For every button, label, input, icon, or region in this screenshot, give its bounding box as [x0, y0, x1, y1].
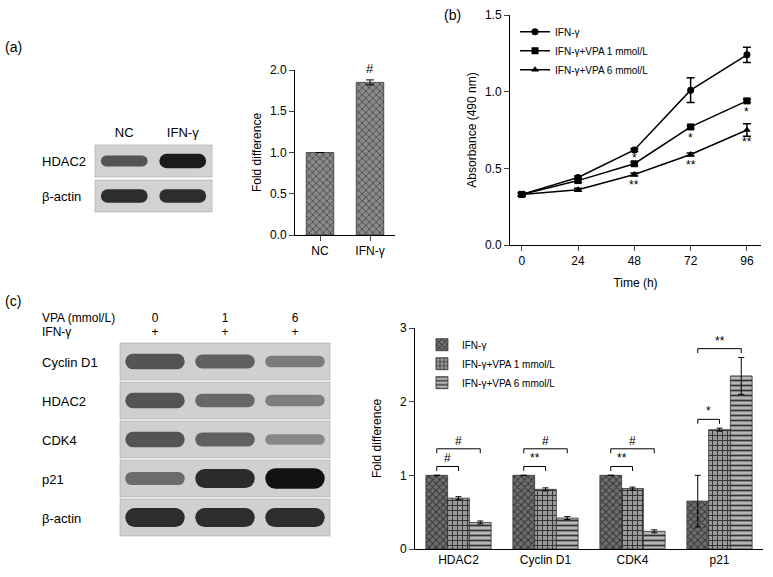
svg-text:**: **	[715, 334, 725, 348]
svg-text:NC: NC	[311, 244, 329, 258]
svg-text:*: *	[744, 105, 749, 119]
svg-text:2.0: 2.0	[270, 63, 287, 77]
svg-text:1: 1	[222, 311, 229, 325]
svg-text:Fold difference: Fold difference	[250, 113, 264, 192]
svg-text:24: 24	[571, 254, 585, 268]
svg-text:#: #	[542, 434, 549, 448]
svg-text:IFN-γ: IFN-γ	[42, 325, 71, 339]
svg-text:IFN-γ+VPA 6 mmol/L: IFN-γ+VPA 6 mmol/L	[462, 378, 555, 389]
svg-text:Cyclin D1: Cyclin D1	[42, 355, 98, 370]
svg-text:**: **	[617, 451, 627, 465]
svg-text:+: +	[221, 325, 228, 339]
svg-text:96: 96	[740, 254, 754, 268]
svg-text:CDK4: CDK4	[42, 433, 77, 448]
svg-text:1.0: 1.0	[485, 85, 502, 99]
svg-text:72: 72	[684, 254, 698, 268]
svg-text:IFN-γ: IFN-γ	[355, 244, 384, 258]
svg-text:0: 0	[400, 542, 407, 556]
svg-text:Time (h): Time (h)	[613, 276, 657, 290]
svg-text:1.0: 1.0	[270, 146, 287, 160]
svg-text:IFN-γ: IFN-γ	[462, 340, 486, 351]
svg-text:*: *	[632, 151, 637, 165]
svg-text:Cyclin D1: Cyclin D1	[520, 553, 572, 567]
svg-text:#: #	[455, 434, 462, 448]
svg-text:+: +	[291, 325, 298, 339]
svg-text:p21: p21	[42, 472, 64, 487]
svg-text:0: 0	[518, 254, 525, 268]
svg-text:**: **	[530, 451, 540, 465]
svg-text:**: **	[686, 158, 696, 172]
svg-text:**: **	[629, 178, 639, 192]
svg-text:p21: p21	[709, 553, 729, 567]
svg-text:IFN-γ+VPA 1 mmol/L: IFN-γ+VPA 1 mmol/L	[462, 359, 555, 370]
svg-text:Absorbance (490 nm): Absorbance (490 nm)	[465, 72, 479, 187]
svg-text:(c): (c)	[5, 293, 21, 309]
svg-text:Fold difference: Fold difference	[370, 399, 384, 478]
svg-text:**: **	[742, 135, 752, 149]
svg-text:HDAC2: HDAC2	[42, 154, 86, 169]
svg-text:3: 3	[400, 321, 407, 335]
svg-text:#: #	[444, 451, 451, 465]
svg-text:0.0: 0.0	[270, 228, 287, 242]
svg-text:CDK4: CDK4	[616, 553, 648, 567]
svg-text:NC: NC	[115, 125, 134, 140]
svg-text:IFN-γ+VPA 6 mmol/L: IFN-γ+VPA 6 mmol/L	[555, 65, 648, 76]
svg-text:IFN-γ: IFN-γ	[167, 125, 199, 140]
svg-text:HDAC2: HDAC2	[42, 394, 86, 409]
svg-text:1: 1	[400, 469, 407, 483]
svg-text:0: 0	[152, 311, 159, 325]
svg-text:β-actin: β-actin	[42, 511, 81, 526]
svg-text:+: +	[151, 325, 158, 339]
svg-text:48: 48	[628, 254, 642, 268]
svg-text:1.5: 1.5	[485, 8, 502, 22]
svg-text:*: *	[688, 131, 693, 145]
svg-text:*: *	[706, 404, 711, 418]
svg-text:#: #	[629, 434, 636, 448]
svg-text:#: #	[366, 61, 374, 76]
svg-text:(a): (a)	[5, 39, 22, 55]
svg-text:0.0: 0.0	[485, 238, 502, 252]
svg-text:6: 6	[292, 311, 299, 325]
svg-text:VPA (mmol/L): VPA (mmol/L)	[42, 311, 115, 325]
svg-text:0.5: 0.5	[270, 187, 287, 201]
svg-text:IFN-γ: IFN-γ	[555, 27, 579, 38]
svg-text:2: 2	[400, 395, 407, 409]
svg-text:IFN-γ+VPA 1 mmol/L: IFN-γ+VPA 1 mmol/L	[555, 46, 648, 57]
svg-text:1.5: 1.5	[270, 104, 287, 118]
svg-text:HDAC2: HDAC2	[438, 553, 479, 567]
svg-text:β-actin: β-actin	[42, 189, 81, 204]
svg-text:0.5: 0.5	[485, 162, 502, 176]
svg-text:(b): (b)	[444, 7, 461, 23]
